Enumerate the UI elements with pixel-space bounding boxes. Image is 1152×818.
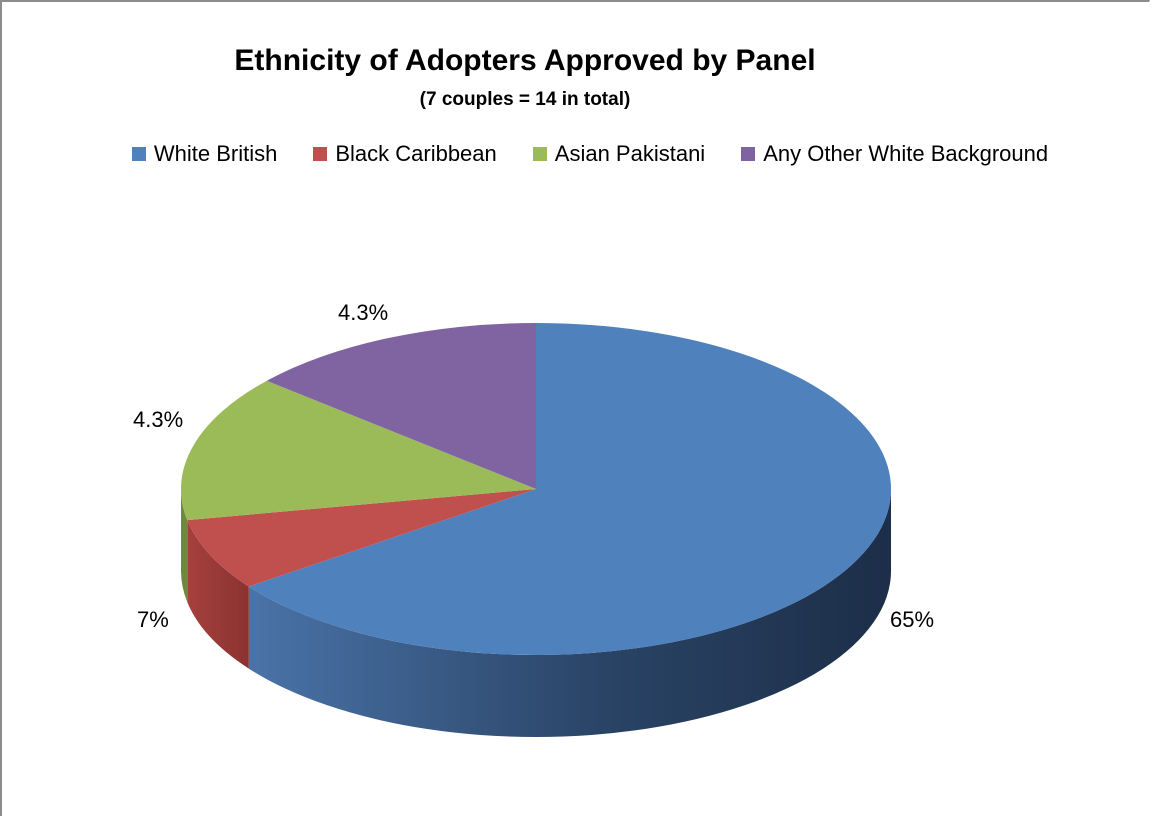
pie-labels: 65% 7% 4.3% 4.3%	[133, 300, 934, 632]
legend-swatch	[532, 147, 547, 161]
pie-tops	[181, 323, 891, 655]
legend: White British Black Caribbean Asian Paki…	[0, 141, 1152, 167]
pie-slice-any-other-white-background	[266, 323, 536, 489]
pie-side-white-british	[248, 489, 892, 737]
legend-label: Black Caribbean	[335, 141, 497, 166]
pie-side-asian-pakistani	[181, 489, 188, 603]
legend-swatch	[131, 147, 146, 161]
legend-item-black-caribbean: Black Caribbean	[313, 141, 497, 167]
pie-slice-asian-pakistani	[181, 380, 536, 521]
legend-swatch	[313, 147, 328, 161]
legend-label: Asian Pakistani	[554, 141, 706, 166]
pie-side-black-caribbean	[187, 520, 249, 669]
legend-label: White British	[153, 141, 278, 166]
legend-swatch	[741, 147, 756, 161]
pie-slice-white-british	[248, 323, 891, 655]
legend-item-asian-pakistani: Asian Pakistani	[532, 141, 706, 167]
data-label-black-caribbean: 7%	[137, 607, 169, 632]
legend-label: Any Other White Background	[763, 141, 1049, 166]
data-label-any-other-white: 4.3%	[338, 300, 388, 325]
chart-title: Ethnicity of Adopters Approved by Panel	[234, 44, 816, 77]
data-label-asian-pakistani: 4.3%	[133, 407, 183, 432]
chart-subtitle: (7 couples = 14 in total)	[419, 89, 631, 110]
data-label-white-british: 65%	[890, 607, 934, 632]
legend-item-white-british: White British	[131, 141, 278, 167]
pie-sides	[181, 489, 892, 737]
pie-slice-black-caribbean	[187, 489, 536, 587]
legend-item-any-other-white: Any Other White Background	[741, 141, 1048, 167]
